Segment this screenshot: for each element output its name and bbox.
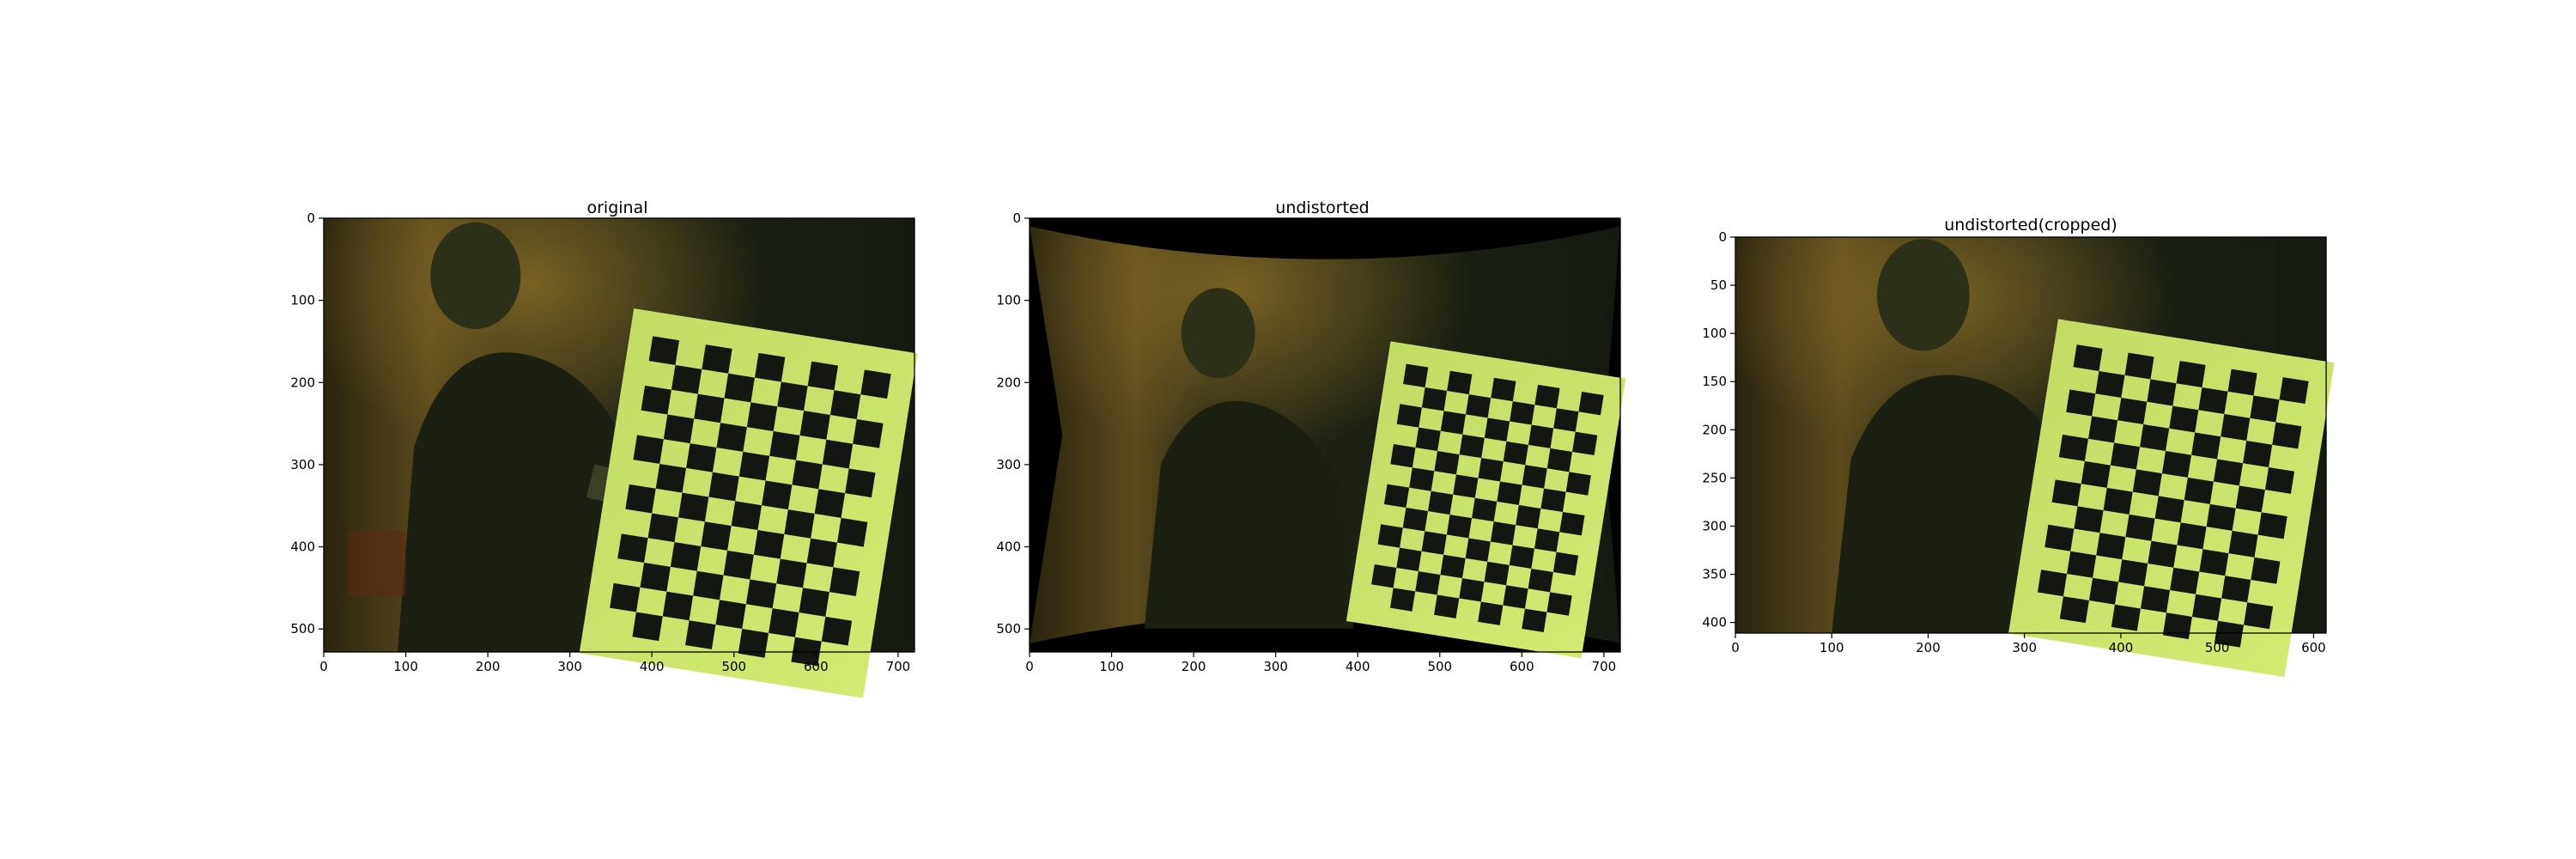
photo-undistorted bbox=[1030, 218, 1626, 659]
x-tick-label: 500 bbox=[2205, 640, 2230, 655]
x-tick-label: 400 bbox=[1346, 659, 1370, 674]
photo-undistorted-cropped bbox=[1735, 237, 2335, 678]
y-axis: 0 100 200 300 400 500 bbox=[290, 210, 324, 637]
x-tick-label: 600 bbox=[804, 659, 829, 674]
x-tick-label: 300 bbox=[557, 659, 582, 674]
x-tick-label: 500 bbox=[721, 659, 746, 674]
x-tick-label: 300 bbox=[1263, 659, 1288, 674]
y-tick-label: 0 bbox=[307, 210, 315, 226]
x-tick-label: 300 bbox=[2012, 640, 2037, 655]
panel-original: original 0 100 200 300 400 500 600 700 0 100 200 3… bbox=[290, 198, 918, 698]
x-tick-label: 100 bbox=[1099, 659, 1124, 674]
x-tick-label: 400 bbox=[640, 659, 665, 674]
y-tick-label: 0 bbox=[1012, 210, 1021, 226]
x-tick-label: 100 bbox=[393, 659, 418, 674]
x-axis: 0 100 200 300 400 500 600 700 bbox=[319, 652, 910, 674]
y-tick-label: 100 bbox=[1702, 326, 1727, 341]
x-tick-label: 200 bbox=[1182, 659, 1206, 674]
y-tick-label: 300 bbox=[290, 457, 315, 472]
x-tick-label: 700 bbox=[886, 659, 911, 674]
y-tick-label: 200 bbox=[996, 375, 1021, 390]
y-axis: 0 100 200 300 400 500 bbox=[996, 210, 1030, 637]
y-tick-label: 400 bbox=[996, 539, 1021, 555]
y-tick-label: 0 bbox=[1718, 229, 1727, 245]
x-tick-label: 0 bbox=[1731, 640, 1740, 655]
x-tick-label: 400 bbox=[2109, 640, 2134, 655]
y-tick-label: 50 bbox=[1710, 277, 1727, 293]
x-tick-label: 600 bbox=[1510, 659, 1534, 674]
y-tick-label: 200 bbox=[1702, 422, 1727, 437]
panel-undistorted-cropped: undistorted(cropped) 0 100 200 300 400 500 600… bbox=[1702, 216, 2335, 678]
y-tick-label: 300 bbox=[1702, 518, 1727, 533]
panel-title: undistorted(cropped) bbox=[1944, 216, 2117, 235]
y-tick-label: 150 bbox=[1702, 374, 1727, 389]
x-axis: 0 100 200 300 400 500 600 bbox=[1731, 633, 2326, 655]
y-tick-label: 100 bbox=[996, 293, 1021, 308]
x-tick-label: 0 bbox=[1025, 659, 1034, 674]
x-tick-label: 700 bbox=[1592, 659, 1617, 674]
x-tick-label: 200 bbox=[476, 659, 501, 674]
x-tick-label: 0 bbox=[319, 659, 328, 674]
checkerboard bbox=[579, 308, 918, 698]
x-axis: 0 100 200 300 400 500 600 700 bbox=[1025, 652, 1616, 674]
y-tick-label: 100 bbox=[290, 293, 315, 308]
x-tick-label: 100 bbox=[1820, 640, 1844, 655]
y-tick-label: 400 bbox=[1702, 615, 1727, 631]
panel-title: undistorted bbox=[1275, 198, 1369, 217]
y-tick-label: 350 bbox=[1702, 567, 1727, 582]
x-tick-label: 500 bbox=[1427, 659, 1452, 674]
panel-undistorted: undistorted 0 100 200 300 400 500 600 700 0 100 2… bbox=[996, 198, 1626, 674]
y-tick-label: 500 bbox=[996, 621, 1021, 637]
y-tick-label: 400 bbox=[290, 539, 315, 555]
y-tick-label: 300 bbox=[996, 457, 1021, 472]
y-axis: 0 50 100 150 200 250 300 350 400 bbox=[1702, 229, 1735, 631]
y-tick-label: 500 bbox=[290, 621, 315, 637]
y-tick-label: 250 bbox=[1702, 470, 1727, 485]
photo-original bbox=[324, 218, 918, 698]
panel-title: original bbox=[586, 198, 647, 217]
x-tick-label: 600 bbox=[2301, 640, 2326, 655]
x-tick-label: 200 bbox=[1916, 640, 1941, 655]
y-tick-label: 200 bbox=[290, 375, 315, 390]
